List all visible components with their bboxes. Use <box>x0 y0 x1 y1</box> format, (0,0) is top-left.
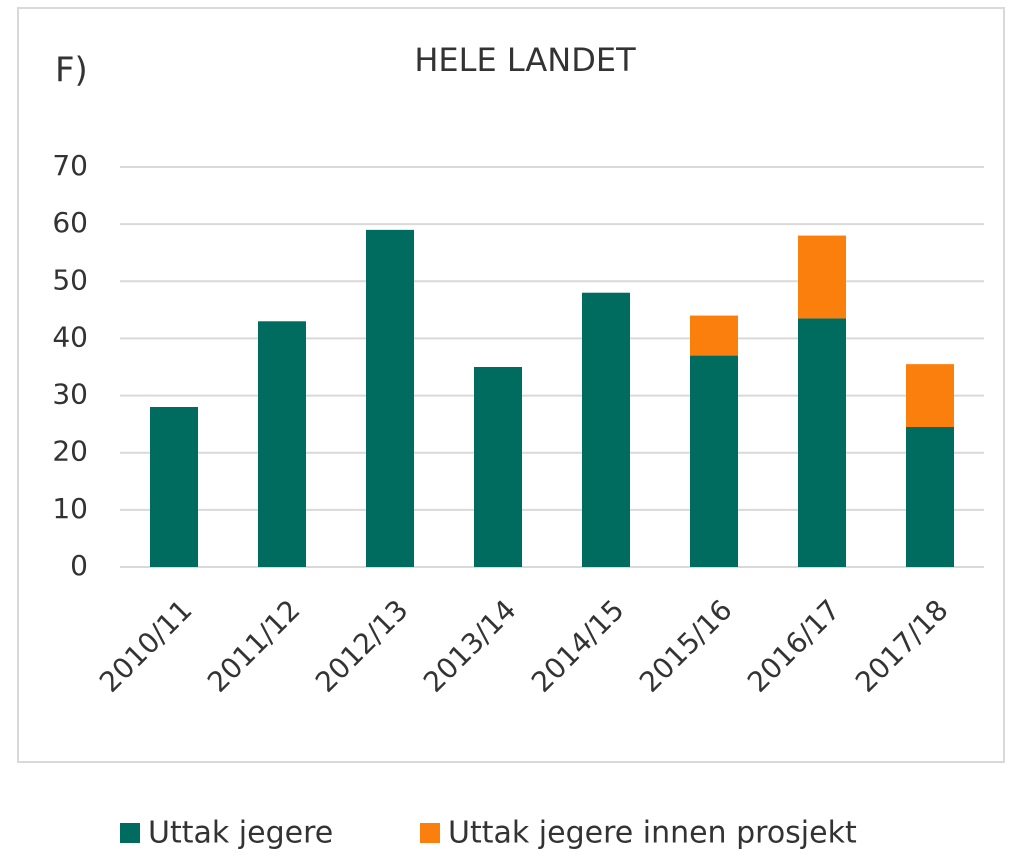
legend-label: Uttak jegere innen prosjekt <box>448 816 857 851</box>
y-tick-label: 30 <box>52 378 88 411</box>
x-tick-label: 2012/13 <box>309 593 415 699</box>
bar-segment <box>690 355 738 567</box>
chart-frame <box>17 7 1005 763</box>
bar-segment <box>258 321 306 567</box>
y-tick-label: 40 <box>52 320 88 353</box>
legend-label: Uttak jegere <box>148 816 333 851</box>
bar-segment <box>690 315 738 356</box>
x-tick-label: 2011/12 <box>201 593 307 699</box>
y-tick-label: 10 <box>52 492 88 525</box>
y-tick-label: 50 <box>52 263 88 296</box>
bar-segment <box>906 364 954 427</box>
x-tick-label: 2013/14 <box>417 593 523 699</box>
bar-segment <box>906 427 954 567</box>
chart-title: HELE LANDET <box>414 41 636 79</box>
x-tick-label: 2017/18 <box>849 593 955 699</box>
bar-segment <box>798 318 846 567</box>
y-tick-label: 20 <box>52 435 88 468</box>
bar-segment <box>474 367 522 567</box>
bar-segment <box>798 235 846 319</box>
bar-segment <box>582 292 630 567</box>
legend-swatch <box>120 823 140 843</box>
y-tick-label: 70 <box>52 149 88 182</box>
y-tick-label: 0 <box>70 549 88 582</box>
x-tick-label: 2014/15 <box>525 593 631 699</box>
x-tick-label: 2010/11 <box>93 593 199 699</box>
legend-swatch <box>420 823 440 843</box>
x-tick-label: 2016/17 <box>741 593 847 699</box>
y-tick-label: 60 <box>52 206 88 239</box>
bar-segment <box>150 407 198 567</box>
x-tick-label: 2015/16 <box>633 593 739 699</box>
annotation: F) <box>55 51 88 91</box>
bar-segment <box>366 229 414 567</box>
